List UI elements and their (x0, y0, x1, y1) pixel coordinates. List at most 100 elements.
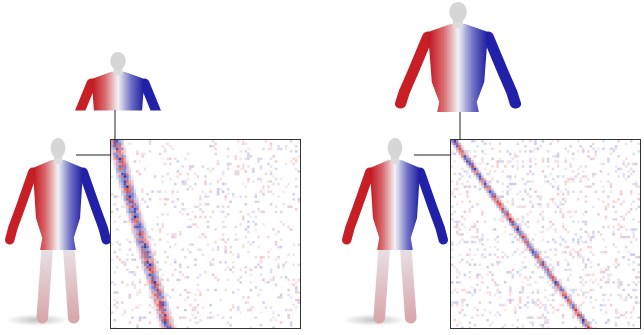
matrix-cell (272, 192, 275, 196)
matrix-cell (169, 306, 172, 309)
matrix-cell (587, 185, 590, 188)
matrix-cell (551, 167, 555, 171)
matrix-cell (599, 271, 603, 274)
matrix-cell (466, 185, 469, 188)
matrix-cell (116, 165, 119, 168)
matrix-cell (143, 258, 147, 261)
matrix-cell (468, 253, 472, 256)
matrix-cell (617, 278, 620, 282)
matrix-cell (529, 248, 532, 251)
matrix-cell (174, 235, 177, 239)
matrix-cell (194, 205, 197, 209)
matrix-cell (607, 318, 610, 322)
matrix-cell (604, 271, 608, 274)
matrix-cell (461, 301, 464, 304)
matrix-cell (226, 187, 230, 191)
matrix-cell (544, 180, 547, 183)
matrix-cell (166, 311, 169, 314)
matrix-cell (151, 278, 154, 282)
matrix-cell (242, 218, 245, 221)
matrix-cell (471, 160, 474, 163)
matrix-cell (559, 283, 562, 287)
matrix-cell (491, 228, 494, 231)
matrix-cell (617, 316, 620, 319)
matrix-cell (151, 250, 154, 254)
matrix-cell (609, 147, 613, 151)
matrix-cell (166, 298, 169, 302)
matrix-cell (627, 321, 630, 324)
matrix-cell (566, 291, 570, 294)
matrix-cell (622, 298, 625, 302)
matrix-cell (226, 165, 230, 168)
matrix-cell (519, 205, 522, 209)
matrix-cell (136, 250, 139, 254)
matrix-cell (128, 175, 132, 178)
matrix-cell (541, 160, 545, 163)
matrix-cell (292, 253, 295, 256)
matrix-cell (589, 326, 593, 330)
matrix-cell (549, 198, 552, 201)
matrix-cell (506, 298, 509, 302)
matrix-cell (503, 165, 507, 168)
matrix-cell (496, 240, 499, 244)
matrix-cell (466, 160, 469, 163)
matrix-cell (536, 298, 540, 302)
matrix-cell (136, 198, 139, 201)
matrix-cell (488, 311, 492, 314)
matrix-cell (498, 157, 502, 161)
matrix-cell (609, 190, 613, 193)
matrix-cell (128, 180, 132, 183)
matrix-cell (277, 313, 280, 317)
matrix-cell (123, 311, 127, 314)
matrix-cell (579, 321, 583, 324)
matrix-cell (279, 220, 283, 224)
matrix-cell (516, 233, 520, 236)
matrix-cell (561, 321, 565, 324)
matrix-cell (471, 240, 474, 244)
matrix-cell (589, 245, 593, 249)
matrix-cell (216, 160, 220, 163)
matrix-cell (544, 273, 547, 277)
matrix-cell (118, 185, 122, 188)
matrix-cell (514, 311, 517, 314)
matrix-cell (158, 283, 162, 287)
matrix-cell (609, 293, 613, 297)
matrix-cell (146, 255, 149, 259)
matrix-cell (214, 276, 217, 279)
matrix-cell (637, 263, 641, 267)
matrix-cell (468, 165, 472, 168)
matrix-cell (229, 324, 232, 327)
matrix-cell (259, 177, 263, 181)
matrix-cell (519, 228, 522, 231)
matrix-cell (624, 311, 628, 314)
matrix-cell (181, 180, 185, 183)
matrix-cell (456, 147, 459, 151)
matrix-cell (473, 306, 477, 309)
matrix-cell (556, 286, 560, 289)
matrix-cell (607, 172, 610, 176)
matrix-cell (252, 210, 255, 214)
matrix-cell (466, 150, 469, 153)
matrix-cell (232, 195, 235, 198)
matrix-cell (493, 281, 497, 284)
matrix-cell (478, 170, 482, 173)
matrix-cell (554, 180, 557, 183)
matrix-cell (153, 263, 157, 267)
matrix-cell (599, 268, 603, 272)
matrix-cell (123, 170, 127, 173)
matrix-cell (121, 195, 124, 198)
matrix-cell (257, 263, 260, 267)
matrix-cell (279, 296, 283, 299)
matrix-cell (544, 316, 547, 319)
matrix-cell (158, 286, 162, 289)
matrix-cell (516, 318, 520, 322)
matrix-cell (131, 316, 134, 319)
matrix-cell (529, 180, 532, 183)
matrix-cell (541, 238, 545, 241)
matrix-cell (133, 203, 137, 206)
matrix-cell (531, 324, 535, 327)
matrix-cell (133, 185, 137, 188)
matrix-cell (199, 318, 202, 322)
matrix-cell (456, 150, 459, 153)
matrix-cell (461, 298, 464, 302)
